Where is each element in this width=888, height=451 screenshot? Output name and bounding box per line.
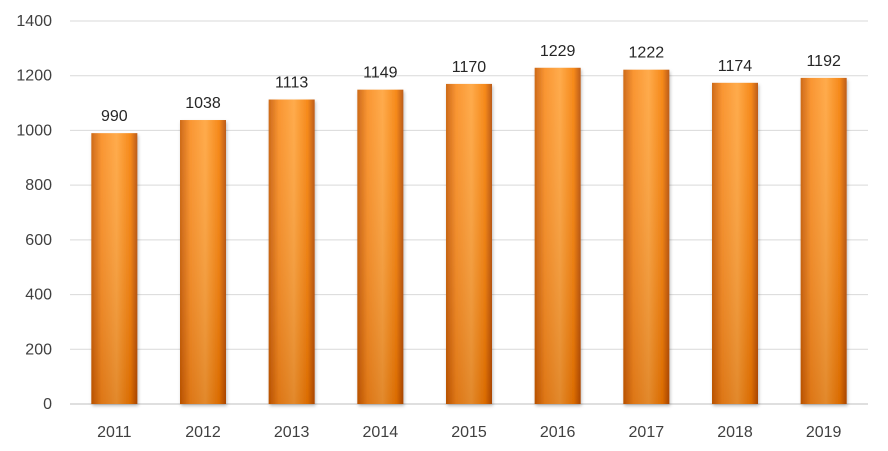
y-tick-label: 200 <box>25 341 52 358</box>
x-tick-label-2013: 2013 <box>274 424 310 441</box>
bar-shade-2017 <box>623 69 670 405</box>
y-tick-label: 1200 <box>16 68 52 85</box>
x-axis-ticks: 2011 2012 2013 2014 2015 2016 2017 2018 2019 <box>97 424 841 441</box>
y-tick-label: 1000 <box>16 122 52 139</box>
data-label-2017: 1222 <box>629 45 665 62</box>
data-label-2011: 990 <box>101 108 128 125</box>
data-label-2018: 1174 <box>718 58 753 75</box>
bar-shade-2019 <box>800 77 847 404</box>
x-tick-label-2017: 2017 <box>629 424 665 441</box>
x-tick-label-2011: 2011 <box>97 424 132 441</box>
x-tick-label-2019: 2019 <box>806 424 842 441</box>
x-tick-label-2016: 2016 <box>540 424 576 441</box>
bar-shade-2014 <box>357 89 404 404</box>
x-tick-label-2015: 2015 <box>451 424 487 441</box>
data-label-2012: 1038 <box>185 95 221 112</box>
x-tick-label-2018: 2018 <box>717 424 753 441</box>
data-label-2013: 1113 <box>275 75 308 92</box>
data-label-2016: 1229 <box>540 43 576 60</box>
bars <box>91 67 847 405</box>
y-tick-label: 800 <box>25 177 52 194</box>
data-label-2019: 1192 <box>806 53 841 70</box>
data-label-2015: 1170 <box>452 59 487 76</box>
y-tick-label: 600 <box>25 232 52 249</box>
bar-shade-2018 <box>712 82 758 404</box>
bar-shade-2016 <box>534 67 581 405</box>
x-tick-label-2014: 2014 <box>363 424 399 441</box>
bar-shade-2013 <box>268 99 315 404</box>
bar-shade-2015 <box>446 83 492 405</box>
data-labels: 990 1038 1113 1149 1170 1229 1222 1174 1192 <box>101 43 841 125</box>
bar-shade-2011 <box>91 133 138 404</box>
y-tick-label: 400 <box>25 287 52 304</box>
x-tick-label-2012: 2012 <box>185 424 221 441</box>
bar-shade-2012 <box>180 120 226 404</box>
data-label-2014: 1149 <box>363 65 398 82</box>
y-tick-label: 0 <box>43 396 52 413</box>
y-axis-ticks: 0 200 400 600 800 1000 1200 1400 <box>16 13 52 413</box>
y-tick-label: 1400 <box>16 13 52 30</box>
